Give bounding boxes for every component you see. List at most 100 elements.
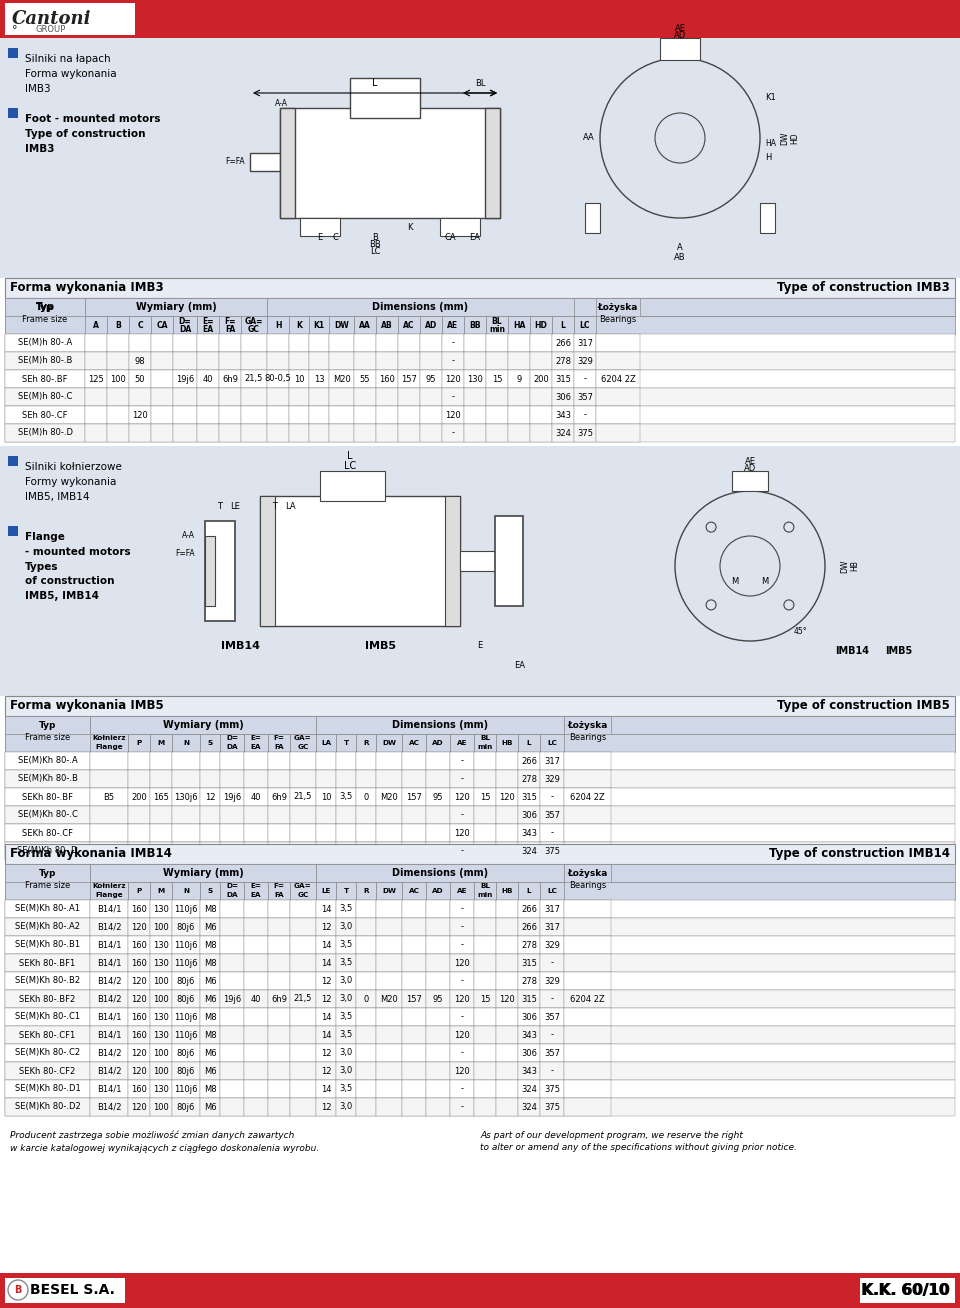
Bar: [244, 824, 268, 842]
Bar: [450, 954, 474, 972]
Text: 160: 160: [132, 1031, 147, 1040]
Bar: [5, 405, 955, 424]
Text: 21,5: 21,5: [294, 994, 312, 1003]
Bar: [260, 496, 275, 627]
Bar: [485, 109, 500, 218]
Text: 110j6: 110j6: [175, 940, 198, 950]
Bar: [336, 787, 356, 806]
Text: 120: 120: [132, 1066, 147, 1075]
Text: CA: CA: [156, 320, 168, 330]
Text: L: L: [348, 451, 352, 460]
Bar: [129, 424, 151, 442]
Bar: [450, 990, 474, 1008]
Bar: [128, 918, 150, 937]
Bar: [5, 865, 955, 882]
Bar: [150, 972, 172, 990]
Bar: [90, 1008, 128, 1025]
Text: M: M: [732, 577, 738, 586]
Text: DW: DW: [780, 131, 789, 145]
Bar: [564, 918, 611, 937]
Bar: [540, 937, 564, 954]
Text: 6h9: 6h9: [271, 994, 287, 1003]
Bar: [574, 370, 596, 388]
Bar: [290, 842, 316, 859]
Bar: [496, 1025, 518, 1044]
Text: -: -: [461, 922, 464, 931]
Bar: [5, 918, 955, 937]
Bar: [336, 918, 356, 937]
Text: M20: M20: [332, 374, 350, 383]
Bar: [90, 715, 316, 734]
Bar: [426, 806, 450, 824]
Bar: [289, 370, 309, 388]
Bar: [268, 734, 290, 752]
Bar: [564, 865, 611, 900]
Bar: [316, 1080, 336, 1097]
Bar: [129, 317, 151, 334]
Bar: [268, 770, 290, 787]
Text: SEh 80-.CF: SEh 80-.CF: [22, 411, 68, 420]
Bar: [309, 424, 329, 442]
Bar: [474, 1097, 496, 1116]
Bar: [200, 770, 220, 787]
Bar: [220, 918, 244, 937]
Text: B14/2: B14/2: [97, 1103, 121, 1112]
Text: DA: DA: [227, 744, 238, 749]
Text: 100: 100: [110, 374, 126, 383]
Bar: [402, 937, 426, 954]
Bar: [316, 734, 336, 752]
Text: LC: LC: [547, 740, 557, 746]
Text: IMB5: IMB5: [885, 646, 912, 657]
Bar: [5, 787, 955, 806]
Text: min: min: [489, 326, 505, 335]
Text: 200: 200: [132, 793, 147, 802]
Bar: [402, 990, 426, 1008]
Bar: [309, 317, 329, 334]
Text: AE: AE: [457, 888, 468, 893]
Text: 6204 2Z: 6204 2Z: [570, 994, 605, 1003]
Text: 19j6: 19j6: [176, 374, 194, 383]
Text: Frame size: Frame size: [22, 315, 67, 324]
Bar: [450, 734, 474, 752]
Bar: [5, 918, 90, 937]
Text: 120: 120: [454, 828, 469, 837]
Text: 315: 315: [555, 374, 571, 383]
Bar: [172, 752, 200, 770]
Bar: [268, 752, 290, 770]
Bar: [540, 1044, 564, 1062]
Text: 21,5: 21,5: [294, 793, 312, 802]
Text: -: -: [584, 411, 587, 420]
Bar: [5, 842, 955, 859]
Text: 80j6: 80j6: [177, 977, 195, 985]
Text: M: M: [157, 740, 164, 746]
Bar: [290, 1008, 316, 1025]
Bar: [426, 752, 450, 770]
Bar: [150, 787, 172, 806]
Text: 80j6: 80j6: [177, 1066, 195, 1075]
Text: K1: K1: [765, 93, 776, 102]
Text: 55: 55: [360, 374, 371, 383]
Bar: [128, 752, 150, 770]
Bar: [128, 1062, 150, 1080]
Bar: [445, 496, 460, 627]
Bar: [5, 937, 90, 954]
Text: R: R: [363, 740, 369, 746]
Bar: [564, 900, 611, 918]
Text: 130: 130: [153, 959, 169, 968]
Text: 12: 12: [321, 977, 331, 985]
Text: 3,0: 3,0: [340, 1103, 352, 1112]
Text: 120: 120: [454, 994, 469, 1003]
Bar: [316, 954, 336, 972]
Bar: [496, 1080, 518, 1097]
Text: BL: BL: [475, 78, 485, 88]
Bar: [220, 752, 244, 770]
Bar: [329, 424, 354, 442]
Text: As part of our development program, we reserve the right
to alter or amend any o: As part of our development program, we r…: [480, 1131, 797, 1152]
Text: -: -: [451, 339, 454, 348]
Bar: [564, 972, 611, 990]
Bar: [197, 405, 219, 424]
Bar: [496, 1008, 518, 1025]
Bar: [496, 734, 518, 752]
Text: BL: BL: [480, 883, 490, 889]
Bar: [85, 370, 107, 388]
